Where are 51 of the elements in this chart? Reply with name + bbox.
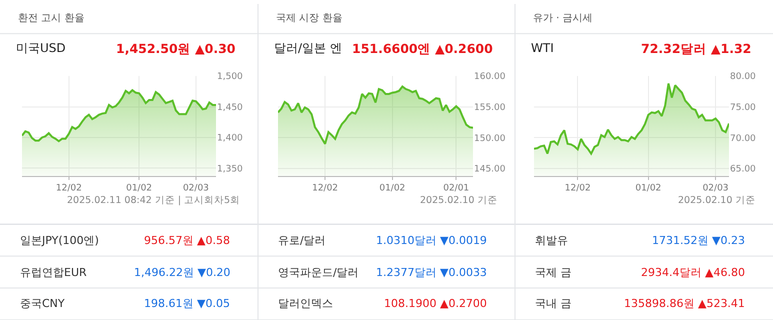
text: 1.0310달러 ▼0.0019 xyxy=(376,234,487,247)
y-tick-label: 1,400 xyxy=(217,134,244,144)
text: 108.1900 ▲0.2700 xyxy=(384,297,487,310)
y-tick-label: 1,350 xyxy=(217,164,244,174)
y-tick-label: 160.00 xyxy=(474,72,506,82)
x-tick-label: 01/02 xyxy=(126,184,152,194)
chart-subtitle: 1,452.50원 ▲0.30 xyxy=(116,41,236,56)
text: 환전 고시 환율 xyxy=(18,13,84,24)
text: 1731.52원 ▼0.23 xyxy=(652,234,745,247)
chart-title: WTI xyxy=(531,41,554,55)
x-tick-label: 12/02 xyxy=(312,184,338,194)
category-label: 달러인덱스 xyxy=(278,297,333,310)
y-tick-label: 80.00 xyxy=(730,72,756,82)
y-tick-label: 155.00 xyxy=(474,103,506,114)
y-tick-label: 1,450 xyxy=(217,102,244,113)
text: 2025.02.10 기준 xyxy=(678,195,756,206)
chart-title: 달러/일본 엔 xyxy=(274,41,342,55)
category-label: 중국CNY xyxy=(20,297,65,310)
text: 국제 시장 환율 xyxy=(276,13,342,24)
chart-title: 미국USD xyxy=(16,41,66,55)
text: 유가 · 금시세 xyxy=(533,13,593,24)
category-label: 휘발유 xyxy=(535,234,568,247)
text: 1.2377달러 ▼0.0033 xyxy=(376,266,487,279)
y-tick-label: 65.00 xyxy=(730,164,756,175)
text: 198.61원 ▼0.05 xyxy=(144,297,230,310)
y-tick-label: 1,500 xyxy=(217,72,244,82)
x-tick-label: 01/02 xyxy=(379,184,406,194)
text: 2025.02.10 기준 xyxy=(420,195,498,206)
text: 956.57원 ▲0.58 xyxy=(144,234,230,247)
chart-subtitle: 151.6600엔 ▲0.2600 xyxy=(352,41,494,56)
x-tick-label: 12/02 xyxy=(56,184,82,194)
category-label: 국내 금 xyxy=(535,297,572,310)
text: 135898.86원 ▲523.41 xyxy=(624,297,745,310)
category-label: 영국파운드/달러 xyxy=(278,266,359,279)
text: 1,496.22원 ▼0.20 xyxy=(134,266,230,279)
x-tick-label: 02/01 xyxy=(443,184,470,194)
x-tick-label: 02/03 xyxy=(702,184,729,194)
text: 2025.02.11 08:42 기준 | 고시회차5회 xyxy=(67,195,240,206)
x-tick-label: 02/03 xyxy=(182,184,209,194)
category-label: 국제 금 xyxy=(535,266,572,279)
y-tick-label: 75.00 xyxy=(730,103,756,114)
y-tick-label: 150.00 xyxy=(474,134,506,144)
category-label: 유럽연합EUR xyxy=(20,266,87,279)
chart-subtitle: 72.32달러 ▲1.32 xyxy=(641,41,752,56)
y-tick-label: 70.00 xyxy=(730,134,756,144)
category-label: 유로/달러 xyxy=(278,234,326,247)
x-tick-label: 01/02 xyxy=(635,184,662,194)
x-tick-label: 12/02 xyxy=(564,184,591,194)
y-tick-label: 145.00 xyxy=(474,164,506,175)
text: 2934.4달러 ▲46.80 xyxy=(641,266,745,279)
category-label: 일본JPY(100엔) xyxy=(20,234,99,247)
